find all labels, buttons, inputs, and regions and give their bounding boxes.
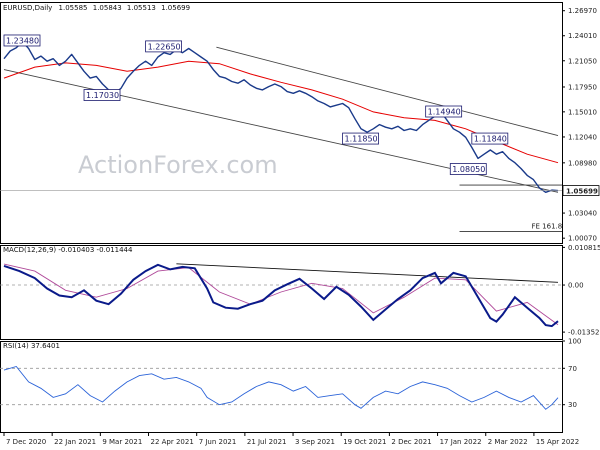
annotation-box-2 <box>83 89 121 101</box>
annotation-box-3 <box>342 132 379 145</box>
x-tick-label-7: 19 Oct 2021 <box>343 438 386 446</box>
chart-background <box>0 2 563 433</box>
moving-average-line <box>3 60 559 164</box>
price-panel: FE 161.8 1.23480 1.22650 1.17030 1.11850 1.14… <box>0 7 600 243</box>
annotation-box-4 <box>425 105 463 118</box>
annotation-box-0 <box>3 34 41 47</box>
annotation-label-2: 1.17030 <box>86 91 119 100</box>
macd-line <box>3 263 559 328</box>
annotation-label-4: 1.14940 <box>428 108 461 117</box>
price-tick-4: 1.15010 <box>568 108 597 116</box>
price-tick-3: 1.17950 <box>568 83 597 91</box>
price-tick-5: 1.12040 <box>568 133 597 141</box>
x-tick-label-6: 3 Sep 2021 <box>295 438 335 446</box>
macd-signal-line <box>3 263 559 326</box>
price-title: EURUSD,Daily 1.05585 1.05843 1.05513 1.0… <box>3 4 190 12</box>
x-tick-label-9: 17 Jan 2022 <box>440 438 482 446</box>
annotation-label-0: 1.23480 <box>6 36 39 45</box>
rsi-tick-0: 100 <box>568 338 581 346</box>
rsi-line <box>3 365 559 410</box>
annotation-label-6: 1.08050 <box>452 165 485 174</box>
annotation-box-1 <box>145 40 182 53</box>
macd-panel: 0.010815 0.00 -0.01352 <box>0 244 600 337</box>
x-tick-label-11: 15 Apr 2022 <box>536 438 579 446</box>
price-tick-6: 1.08980 <box>568 159 597 167</box>
price-tick-8: 1.03040 <box>568 210 597 218</box>
price-tick-2: 1.21050 <box>568 57 597 65</box>
x-tick-label-1: 22 Jan 2021 <box>54 438 96 446</box>
x-axis: 7 Dec 2020 22 Jan 2021 9 Mar 2021 22 Apr 20… <box>3 432 579 446</box>
macd-trendline <box>176 263 559 283</box>
price-tick-1: 1.24010 <box>568 32 597 40</box>
annotation-label-5: 1.11840 <box>474 135 507 144</box>
x-tick-label-10: 2 Mar 2022 <box>488 438 528 446</box>
watermark-layer: ActionForex.com <box>78 151 278 179</box>
price-frame <box>0 2 563 244</box>
x-tick-label-4: 7 Jun 2021 <box>199 438 237 446</box>
x-tick-label-3: 22 Apr 2021 <box>151 438 194 446</box>
x-tick-label-2: 9 Mar 2021 <box>102 438 142 446</box>
x-tick-label-8: 2 Dec 2021 <box>391 438 431 446</box>
annotation-label-1: 1.22650 <box>148 42 181 51</box>
price-tick-0: 1.26970 <box>568 7 597 15</box>
annotation-label-3: 1.11850 <box>345 135 378 144</box>
rsi-title: RSI(14) 37.6401 <box>3 342 60 350</box>
rsi-tick-1: 70 <box>568 365 577 373</box>
watermark: ActionForex.com <box>78 151 278 179</box>
macd-frame <box>0 245 563 340</box>
level-label-1: FE 161.8 <box>532 223 563 231</box>
macd-tick-0: 0.010815 <box>568 244 600 252</box>
macd-title: MACD(12,26,9) -0.010403 -0.011444 <box>3 246 133 254</box>
x-tick-label-5: 21 Jul 2021 <box>247 438 287 446</box>
rsi-frame <box>0 341 563 433</box>
last-price-label: 1.05699 <box>566 188 598 196</box>
price-line <box>3 41 559 193</box>
annotation-box-6 <box>449 163 487 175</box>
price-tick-9: 1.00070 <box>568 235 597 243</box>
macd-tick-1: 0.00 <box>568 282 584 290</box>
rsi-tick-2: 30 <box>568 401 577 409</box>
channel-upper-line <box>216 46 559 137</box>
annotation-box-5 <box>471 132 509 145</box>
macd-tick-2: -0.01352 <box>568 329 599 337</box>
last-price-box <box>562 185 600 196</box>
rsi-panel: 100 70 30 <box>0 338 581 410</box>
x-tick-label-0: 7 Dec 2020 <box>6 438 46 446</box>
